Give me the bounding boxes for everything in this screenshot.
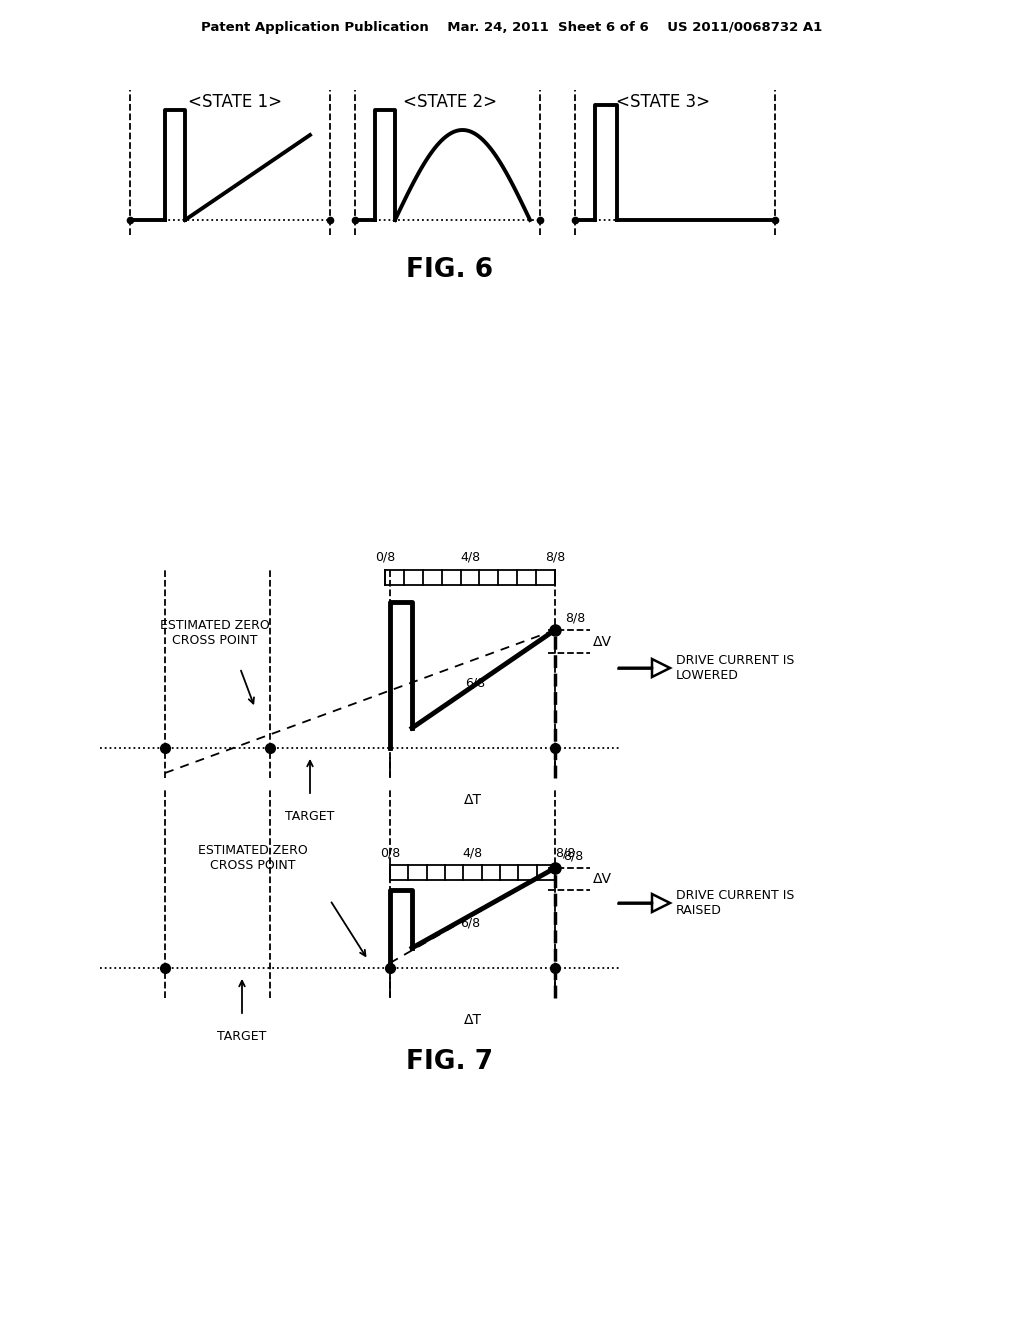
Text: 0/8: 0/8 xyxy=(375,550,395,564)
Text: DRIVE CURRENT IS
LOWERED: DRIVE CURRENT IS LOWERED xyxy=(676,653,795,682)
Text: 8/8: 8/8 xyxy=(565,611,586,624)
Text: 4/8: 4/8 xyxy=(460,550,480,564)
Text: ESTIMATED ZERO
CROSS POINT: ESTIMATED ZERO CROSS POINT xyxy=(160,619,270,647)
Text: 8/8: 8/8 xyxy=(563,850,584,862)
Text: ΔT: ΔT xyxy=(464,1012,481,1027)
Text: ΔV: ΔV xyxy=(593,873,612,886)
Text: 0/8: 0/8 xyxy=(380,846,400,859)
FancyArrow shape xyxy=(618,659,670,677)
Text: FIG. 6: FIG. 6 xyxy=(407,257,494,282)
Text: ESTIMATED ZERO
CROSS POINT: ESTIMATED ZERO CROSS POINT xyxy=(198,843,308,873)
Text: Patent Application Publication    Mar. 24, 2011  Sheet 6 of 6    US 2011/0068732: Patent Application Publication Mar. 24, … xyxy=(202,21,822,33)
Text: 8/8: 8/8 xyxy=(545,550,565,564)
Text: ΔV: ΔV xyxy=(593,635,612,648)
Text: 6/8: 6/8 xyxy=(460,916,480,929)
Text: 4/8: 4/8 xyxy=(463,846,482,859)
Text: ΔT: ΔT xyxy=(464,793,481,807)
Text: DRIVE CURRENT IS
RAISED: DRIVE CURRENT IS RAISED xyxy=(676,888,795,917)
Text: <STATE 3>: <STATE 3> xyxy=(616,92,710,111)
Text: <STATE 2>: <STATE 2> xyxy=(402,92,497,111)
FancyArrow shape xyxy=(618,894,670,912)
Text: FIG. 7: FIG. 7 xyxy=(407,1049,494,1074)
Text: 8/8: 8/8 xyxy=(555,846,575,859)
Text: 6/8: 6/8 xyxy=(465,676,485,689)
Text: <STATE 1>: <STATE 1> xyxy=(188,92,282,111)
Text: TARGET: TARGET xyxy=(217,1030,266,1043)
Text: TARGET: TARGET xyxy=(286,809,335,822)
